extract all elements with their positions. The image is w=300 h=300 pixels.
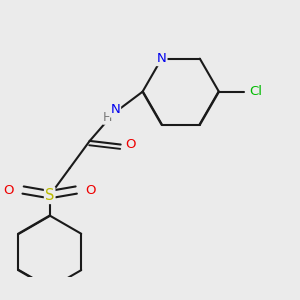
Text: N: N bbox=[110, 103, 120, 116]
Text: N: N bbox=[157, 52, 166, 65]
Text: H: H bbox=[103, 111, 112, 124]
Text: Cl: Cl bbox=[249, 85, 262, 98]
Text: S: S bbox=[45, 188, 54, 203]
Text: O: O bbox=[85, 184, 96, 196]
Text: O: O bbox=[126, 138, 136, 151]
Text: O: O bbox=[3, 184, 14, 196]
